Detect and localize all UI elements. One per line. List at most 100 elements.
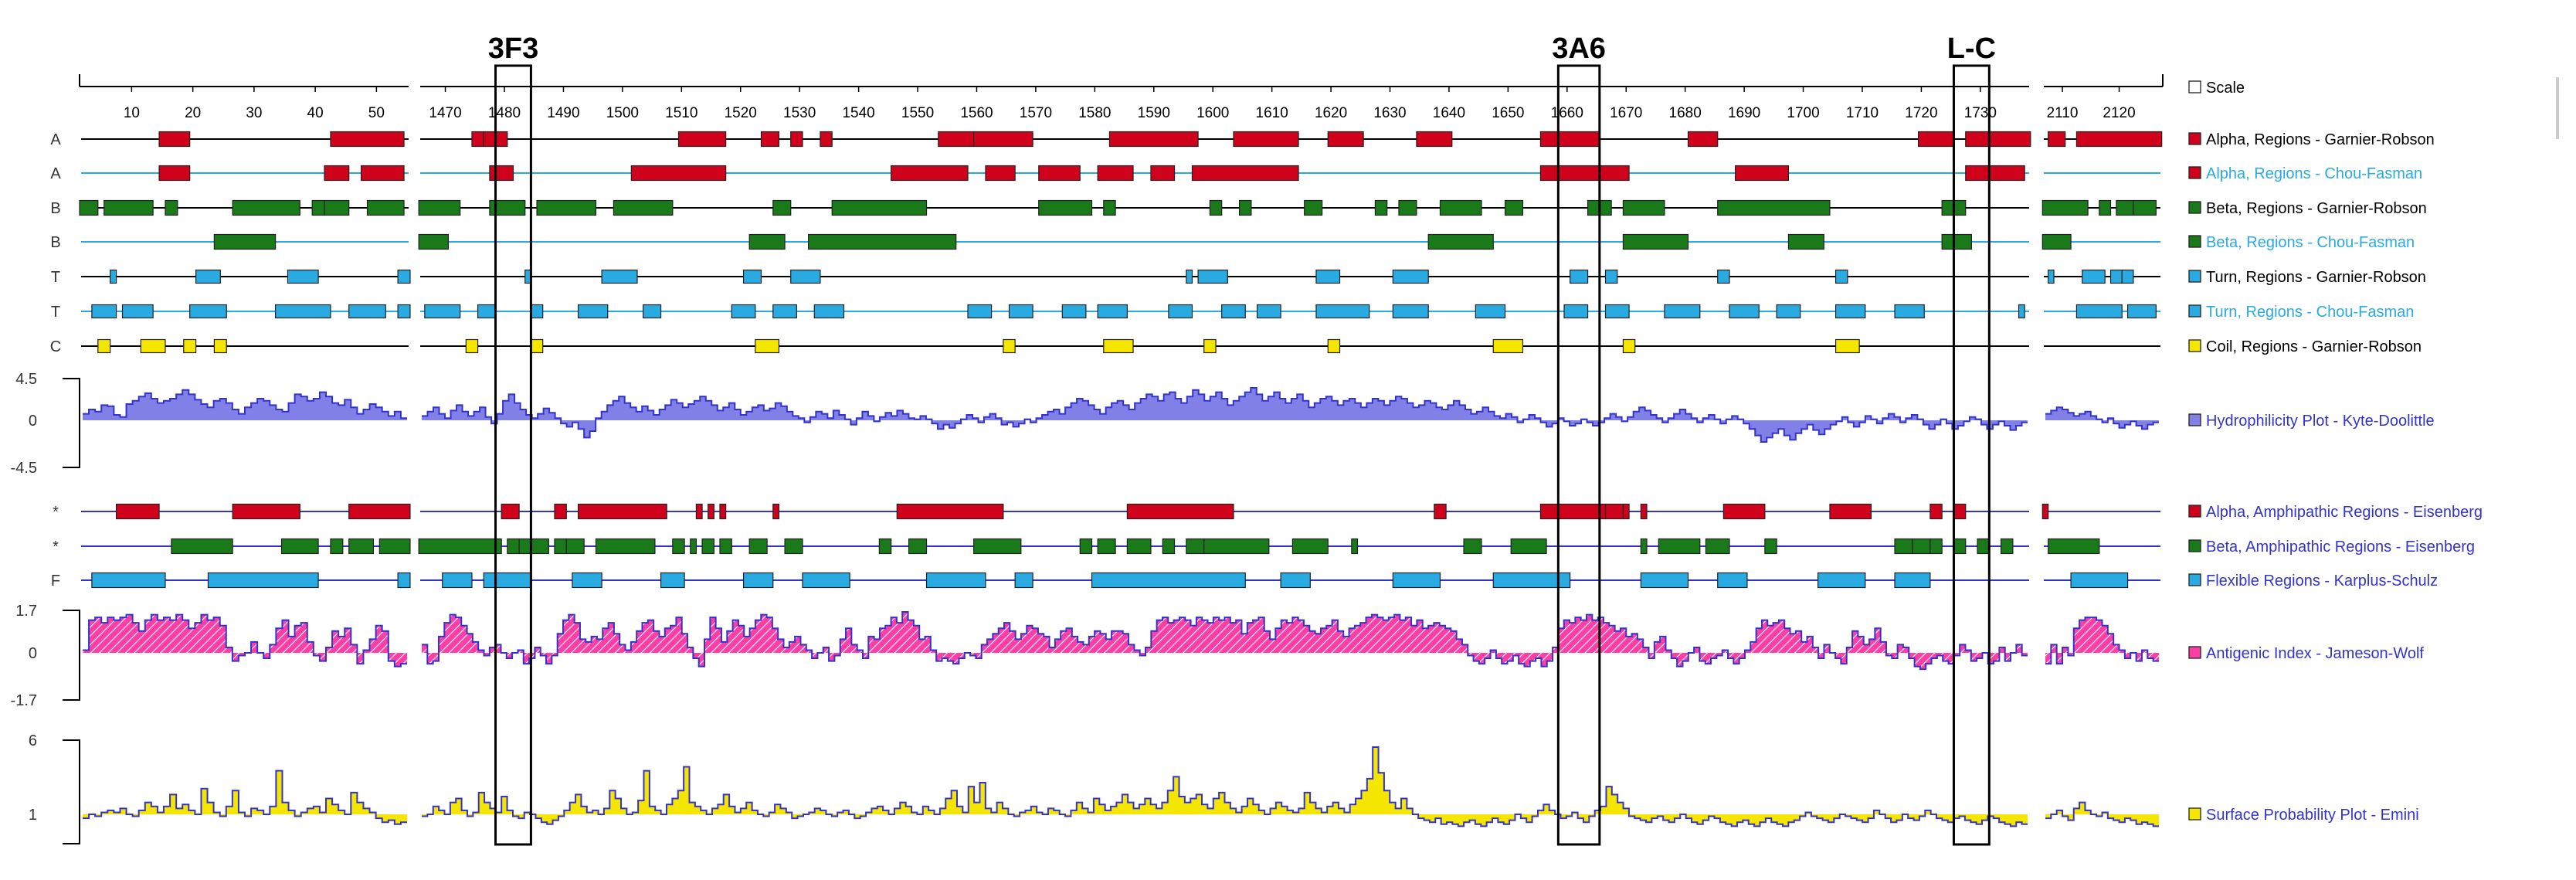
region-block <box>1439 199 1482 216</box>
region-block <box>1079 538 1093 555</box>
region-block <box>1492 338 1524 354</box>
region-block <box>1392 304 1429 319</box>
axis-tick-label: 1540 <box>842 105 874 121</box>
region-block <box>1203 338 1217 354</box>
region-block <box>577 503 667 520</box>
region-block <box>2116 199 2134 216</box>
region-block <box>1717 269 1730 284</box>
region-block <box>790 269 821 284</box>
region-block <box>554 503 567 520</box>
plot-line <box>422 746 2028 827</box>
region-block <box>1965 165 2025 182</box>
axis-tick-label: 1580 <box>1078 105 1111 121</box>
region-block <box>719 538 732 555</box>
plot-axis-label: 0 <box>29 413 37 430</box>
region-block <box>1398 199 1417 216</box>
region-block <box>1717 572 1748 589</box>
legend-label: Hydrophilicity Plot - Kyte-Doolittle <box>2206 413 2435 430</box>
region-block <box>140 338 166 354</box>
region-block <box>348 304 386 319</box>
legend-item-beta-regions-garnier-robson: Beta, Regions - Garnier-Robson <box>2188 200 2427 217</box>
epitope-box-3f3 <box>494 64 532 846</box>
region-block <box>719 503 727 520</box>
epitope-label: L-C <box>1947 32 1996 65</box>
region-block <box>1640 572 1689 589</box>
region-block <box>891 165 969 182</box>
region-block <box>1221 304 1246 319</box>
legend-label: Beta, Regions - Garnier-Robson <box>2206 200 2427 217</box>
region-block <box>1640 538 1648 555</box>
region-block <box>1150 165 1176 182</box>
legend-label: Alpha, Amphipathic Regions - Eisenberg <box>2206 504 2483 521</box>
region-block <box>1834 269 1848 284</box>
epitope-box-l-c <box>1952 64 1991 846</box>
region-block <box>1563 304 1589 319</box>
region-block <box>330 131 405 148</box>
region-block <box>530 338 544 354</box>
region-block <box>755 338 780 354</box>
region-block <box>275 304 331 319</box>
legend-marker <box>2188 339 2201 352</box>
region-block <box>324 165 350 182</box>
region-block <box>660 572 685 589</box>
plot-line <box>83 770 407 825</box>
region-block <box>896 503 1004 520</box>
region-block <box>748 233 786 250</box>
plot-axis-bracket <box>63 378 80 468</box>
axis-tick-label: 1730 <box>1964 105 1997 121</box>
region-block <box>1014 572 1033 589</box>
axis-tick-label: 1590 <box>1138 105 1170 121</box>
plot-axis-label: 1.7 <box>15 603 37 620</box>
axis-tick-label: 1510 <box>665 105 697 121</box>
plot-axis-bracket <box>63 610 80 701</box>
region-block <box>465 338 479 354</box>
plot-axis-label: 1 <box>29 807 37 824</box>
region-block <box>1953 538 1967 555</box>
region-block <box>878 538 892 555</box>
region-block <box>1191 165 1299 182</box>
track-code-label: T <box>51 304 60 321</box>
region-block <box>1186 269 1193 284</box>
plot-line <box>83 613 407 668</box>
region-block <box>985 165 1016 182</box>
legend-item-scale: Scale <box>2188 80 2245 97</box>
track-code-label: T <box>51 269 60 286</box>
region-block <box>1894 572 1931 589</box>
epitope-label: 3A6 <box>1552 32 1606 65</box>
axis-tick-label: 1560 <box>960 105 993 121</box>
legend-item-antigenic-index-jameson-wolf: Antigenic Index - Jameson-Wolf <box>2188 645 2424 662</box>
region-block <box>158 131 191 148</box>
region-block <box>104 199 154 216</box>
plot-axis-label: -1.7 <box>11 692 37 709</box>
region-block <box>348 503 411 520</box>
region-block <box>1539 131 1600 148</box>
region-block <box>97 338 111 354</box>
plot-line <box>2045 801 2159 827</box>
legend-label: Turn, Regions - Chou-Fasman <box>2206 304 2414 321</box>
region-block <box>489 165 514 182</box>
plot-axis-label: 0 <box>29 645 37 662</box>
region-block <box>1108 131 1199 148</box>
region-block <box>742 269 762 284</box>
region-block <box>91 572 166 589</box>
track-code-label: * <box>53 504 59 521</box>
legend-label: Antigenic Index - Jameson-Wolf <box>2206 645 2424 662</box>
region-block <box>1539 503 1607 520</box>
plot-axis-label: 6 <box>29 732 37 749</box>
region-block <box>518 538 549 555</box>
region-block <box>643 304 662 319</box>
plot-area <box>83 389 407 420</box>
region-block <box>1894 304 1925 319</box>
region-block <box>489 199 526 216</box>
region-block <box>1392 572 1441 589</box>
region-block <box>1351 538 1359 555</box>
region-block <box>1280 572 1311 589</box>
legend-label: Scale <box>2206 80 2245 97</box>
track-code-label: A <box>50 131 61 148</box>
region-block <box>442 572 473 589</box>
region-block <box>1722 503 1766 520</box>
track-code-label: * <box>53 539 59 556</box>
axis-tick-label: 1530 <box>783 105 816 121</box>
region-block <box>1622 503 1630 520</box>
track-turn-regions-chou-fasman: T <box>51 304 2160 321</box>
